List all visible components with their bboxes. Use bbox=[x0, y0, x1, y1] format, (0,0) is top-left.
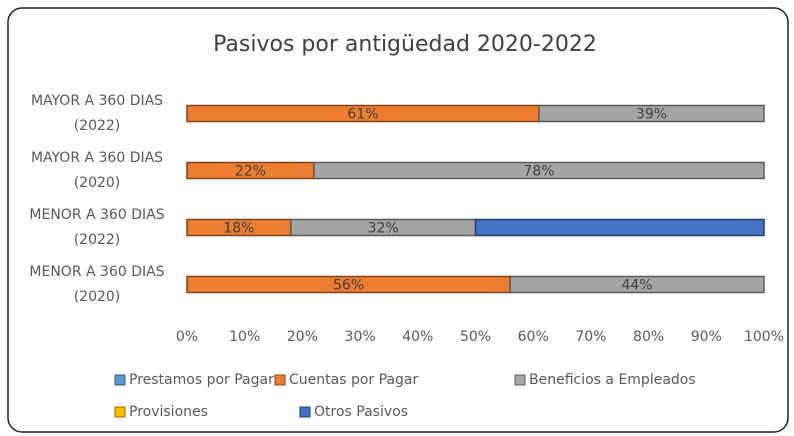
x-tick-label: 30% bbox=[345, 329, 376, 345]
x-tick-label: 0% bbox=[176, 329, 198, 345]
chart-title: Pasivos por antigüedad 2020-2022 bbox=[213, 32, 597, 57]
bar-segment bbox=[313, 161, 765, 180]
y-tick-label: (2020) bbox=[74, 289, 121, 305]
data-label: 39% bbox=[636, 107, 667, 123]
x-tick-label: 20% bbox=[287, 329, 318, 345]
y-tick-label: (2022) bbox=[74, 232, 121, 248]
x-tick-label: 100% bbox=[744, 329, 784, 345]
data-label: 44% bbox=[621, 278, 652, 294]
data-label: 61% bbox=[347, 107, 378, 123]
bar-segment bbox=[538, 104, 765, 123]
x-tick-label: 70% bbox=[575, 329, 606, 345]
data-label: 18% bbox=[223, 221, 254, 237]
data-label: 22% bbox=[235, 164, 266, 180]
legend-label: Provisiones bbox=[129, 404, 208, 420]
data-label: 32% bbox=[368, 221, 399, 237]
data-label: 78% bbox=[523, 164, 554, 180]
legend-swatch bbox=[274, 374, 286, 386]
legend-label: Beneficios a Empleados bbox=[529, 372, 696, 388]
legend-swatch bbox=[114, 406, 126, 418]
bar-segment bbox=[474, 218, 765, 237]
y-tick-label: MENOR A 360 DIAS bbox=[29, 207, 164, 223]
legend-label: Otros Pasivos bbox=[314, 404, 408, 420]
x-tick-label: 80% bbox=[633, 329, 664, 345]
y-tick-label: MAYOR A 360 DIAS bbox=[31, 93, 163, 109]
legend-swatch bbox=[514, 374, 526, 386]
x-tick-label: 60% bbox=[518, 329, 549, 345]
x-tick-label: 40% bbox=[402, 329, 433, 345]
x-tick-label: 10% bbox=[229, 329, 260, 345]
x-tick-label: 90% bbox=[691, 329, 722, 345]
y-tick-label: MENOR A 360 DIAS bbox=[29, 264, 164, 280]
y-tick-label: (2022) bbox=[74, 118, 121, 134]
x-tick-label: 50% bbox=[460, 329, 491, 345]
y-tick-label: (2020) bbox=[74, 175, 121, 191]
legend-swatch bbox=[114, 374, 126, 386]
legend-label: Cuentas por Pagar bbox=[289, 372, 418, 388]
y-tick-label: MAYOR A 360 DIAS bbox=[31, 150, 163, 166]
bar-segment bbox=[509, 275, 765, 294]
legend-label: Prestamos por Pagar bbox=[129, 372, 274, 388]
data-label: 56% bbox=[333, 278, 364, 294]
legend-swatch bbox=[299, 406, 311, 418]
